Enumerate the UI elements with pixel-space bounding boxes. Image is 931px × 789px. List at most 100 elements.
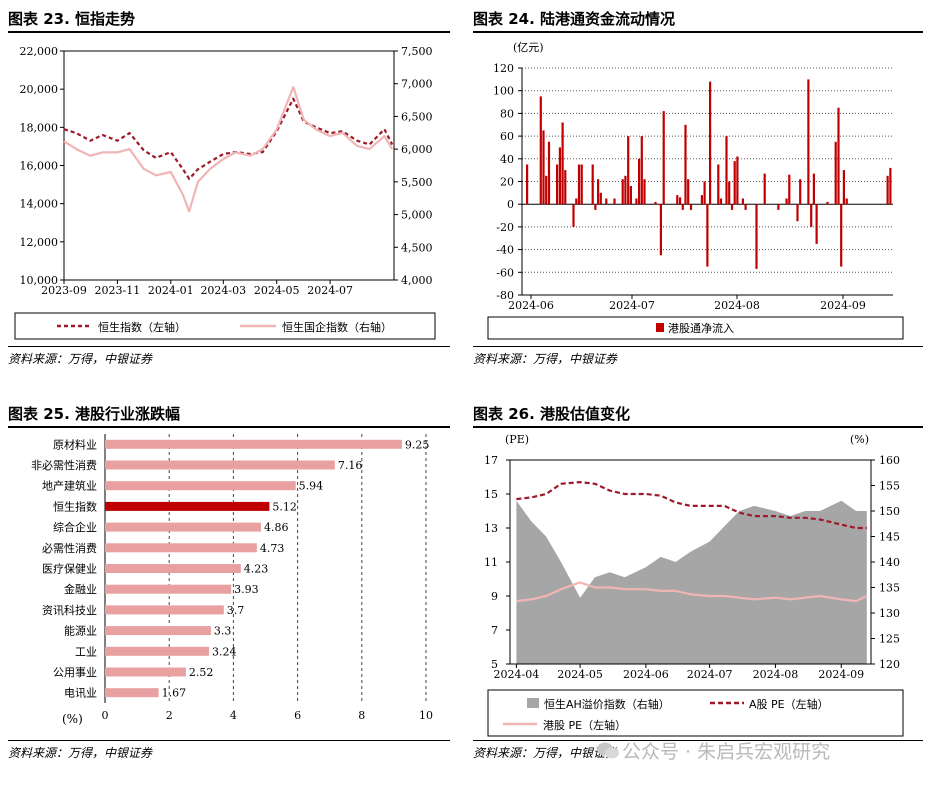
chart25-value-label: 5.12 bbox=[272, 500, 297, 513]
chart24-bar bbox=[777, 204, 780, 210]
chart25-category-label: 能源业 bbox=[64, 624, 97, 638]
chart24-bar bbox=[635, 198, 638, 205]
chart24-y-tick-label: -20 bbox=[496, 221, 514, 234]
chart23-legend-box bbox=[14, 312, 436, 340]
chart23-right-tick-label: 6,000 bbox=[401, 143, 433, 156]
chart23-bottom-rule bbox=[8, 346, 450, 347]
chart25-unit-label: (%) bbox=[62, 712, 83, 726]
chart23-top-rule bbox=[8, 31, 450, 33]
chart24-bar bbox=[812, 173, 815, 205]
chart26-right-tick-label: 120 bbox=[879, 658, 900, 671]
chart24-bar bbox=[733, 161, 736, 205]
chart24-x-tick-label: 2024-07 bbox=[609, 299, 655, 312]
chart26-left-tick-label: 13 bbox=[484, 522, 498, 535]
chart24-bar bbox=[654, 201, 657, 205]
chart26-x-tick-label: 2024-05 bbox=[557, 668, 603, 681]
chart25-x-tick-label: 4 bbox=[230, 709, 237, 722]
chart23-left-tick-label: 10,000 bbox=[20, 274, 59, 287]
chart24-source: 资料来源：万得，中银证券 bbox=[473, 352, 618, 366]
chart24-bar bbox=[629, 186, 632, 205]
chart24-bar bbox=[547, 141, 551, 205]
chart25-category-label: 非必需性消费 bbox=[31, 458, 97, 472]
chart24-bar bbox=[545, 175, 548, 205]
chart26-source: 资料来源：万得，中银证券 bbox=[473, 746, 618, 760]
chart24-bar bbox=[796, 204, 799, 222]
chart25-value-label: 3.93 bbox=[234, 583, 259, 596]
chart24-bar bbox=[799, 179, 802, 205]
chart23-left-tick-label: 22,000 bbox=[20, 45, 59, 58]
chart24-bar bbox=[580, 164, 583, 205]
chart26-ah-premium-area bbox=[516, 500, 867, 664]
chart24-bar bbox=[640, 136, 643, 205]
chart26-bottom-rule bbox=[473, 740, 923, 741]
chart25-bar bbox=[105, 439, 402, 449]
chart25-x-tick-label: 2 bbox=[166, 709, 173, 722]
chart25-value-label: 3.24 bbox=[212, 645, 237, 658]
chart24-bar bbox=[564, 170, 567, 205]
chart24-bar bbox=[542, 130, 545, 205]
chart25-bar bbox=[105, 605, 224, 615]
chart24-bar bbox=[597, 179, 600, 205]
chart23-x-tick-label: 2024-03 bbox=[200, 284, 246, 297]
chart24-bar bbox=[558, 147, 561, 205]
chart24-bar bbox=[638, 158, 641, 205]
chart24-bar bbox=[556, 164, 559, 205]
chart23-left-tick-label: 14,000 bbox=[20, 198, 59, 211]
chart25-bottom-rule bbox=[8, 740, 450, 741]
chart25-category-label: 电讯业 bbox=[64, 687, 97, 700]
chart23-hscei-line bbox=[63, 85, 394, 213]
chart24-bar bbox=[834, 141, 837, 205]
chart24-x-tick-label: 2024-08 bbox=[714, 299, 760, 312]
chart25-category-label: 金融业 bbox=[64, 582, 97, 596]
chart24-y-tick-label: -80 bbox=[496, 289, 514, 302]
chart24-title: 图表 24. 陆港通资金流动情况 bbox=[473, 10, 676, 28]
chart26-x-tick-label: 2024-07 bbox=[687, 668, 733, 681]
chart24-y-tick-label: 0 bbox=[507, 198, 514, 211]
chart25-value-label: 2.52 bbox=[189, 666, 214, 679]
chart26-left-tick-label: 15 bbox=[484, 488, 498, 501]
chart24-bar bbox=[842, 170, 845, 205]
chart25-source: 资料来源：万得，中银证券 bbox=[8, 746, 153, 760]
chart24-bar bbox=[659, 204, 662, 256]
chart25-category-label: 医疗保健业 bbox=[42, 562, 97, 576]
chart26-x-tick-label: 2024-06 bbox=[623, 668, 669, 681]
chart24-y-tick-label: -60 bbox=[496, 266, 514, 279]
chart24-top-rule bbox=[473, 31, 923, 33]
chart24-bar bbox=[613, 198, 616, 205]
chart25-category-label: 恒生指数 bbox=[53, 499, 97, 513]
chart23-right-tick-label: 4,500 bbox=[401, 241, 433, 254]
chart24-bar bbox=[709, 81, 712, 205]
chart25-value-label: 5.94 bbox=[299, 480, 324, 493]
chart24-bar bbox=[755, 204, 758, 269]
chart23-legend-label-hscei: 恒生国企指数（右轴） bbox=[282, 320, 392, 334]
chart25-bar bbox=[105, 460, 335, 470]
chart25-value-label: 4.73 bbox=[260, 542, 285, 555]
chart25-value-label: 3.7 bbox=[227, 604, 245, 617]
chart24-bar bbox=[886, 175, 889, 205]
chart26-legend-box bbox=[487, 689, 904, 737]
chart24-bar bbox=[840, 204, 843, 267]
chart25-bar bbox=[105, 564, 241, 573]
chart24-bar bbox=[577, 164, 581, 205]
chart25-value-label: 4.23 bbox=[244, 563, 269, 576]
chart26-right-tick-label: 160 bbox=[879, 454, 900, 467]
chart26-legend-swatch-ah bbox=[527, 698, 539, 708]
chart24-bar bbox=[706, 204, 709, 267]
chart24-bar bbox=[728, 181, 731, 205]
chart23-right-tick-label: 7,500 bbox=[401, 45, 433, 58]
chart25-bar bbox=[105, 626, 211, 636]
chart26-right-tick-label: 140 bbox=[879, 556, 900, 569]
chart24-bar bbox=[763, 173, 766, 205]
chart24-bar bbox=[889, 167, 892, 205]
chart25-bar bbox=[105, 522, 261, 532]
chart25-value-label: 9.25 bbox=[405, 438, 430, 451]
chart26-legend-label-ah: 恒生AH溢价指数（右轴） bbox=[544, 697, 670, 711]
chart26-right-tick-label: 125 bbox=[879, 633, 900, 646]
chart24-bar bbox=[788, 174, 791, 205]
chart24-bar bbox=[700, 195, 703, 205]
chart25-category-label: 必需性消费 bbox=[42, 541, 97, 555]
chart24-bar bbox=[785, 198, 788, 205]
